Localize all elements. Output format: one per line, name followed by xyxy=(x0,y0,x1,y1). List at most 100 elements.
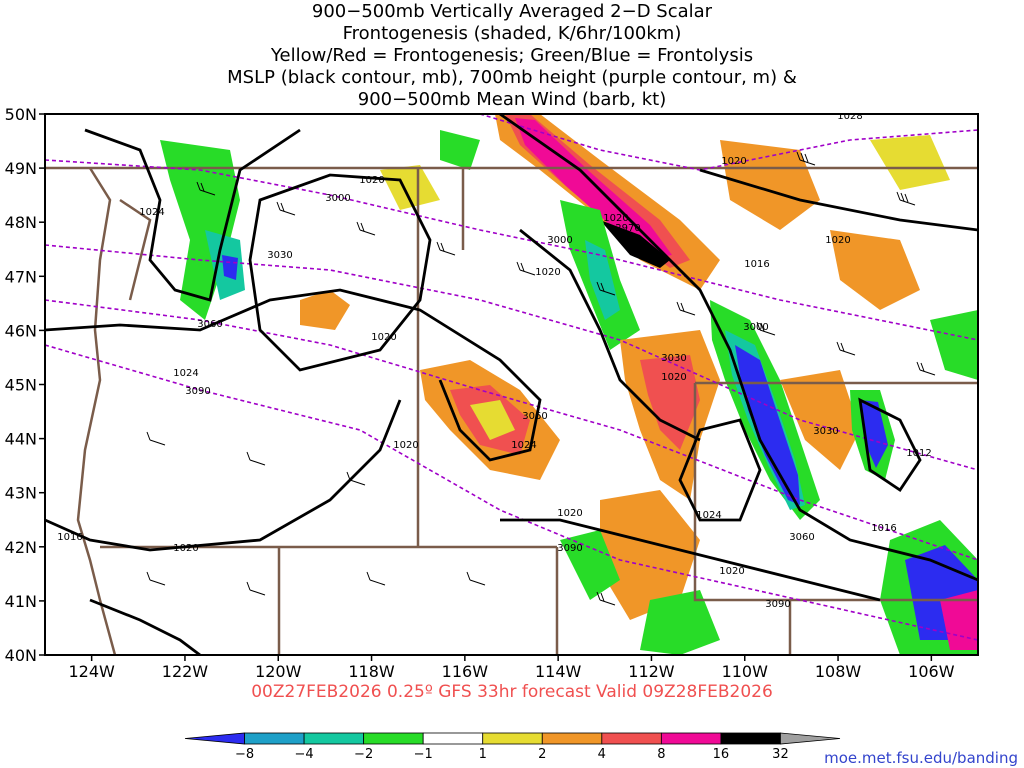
colorbar-label: 1 xyxy=(479,747,487,762)
shade-yellow-1 xyxy=(380,165,440,210)
lon-tick-label: 106W xyxy=(908,662,955,681)
colorbar-label: 32 xyxy=(772,747,789,762)
height-label: 3030 xyxy=(267,250,292,261)
wind-barb xyxy=(916,361,936,376)
colorbar-swatch xyxy=(184,732,245,745)
wind-barb xyxy=(276,201,296,216)
mslp-label: 1016 xyxy=(744,259,769,270)
lat-tick-label: 41N xyxy=(5,592,37,611)
colorbar-label: 2 xyxy=(538,747,546,762)
lon-tick-label: 120W xyxy=(255,662,302,681)
mslp-contour-1 xyxy=(84,128,301,302)
mslp-label: 1020 xyxy=(173,543,198,554)
source-url[interactable]: moe.met.fsu.edu/banding xyxy=(824,749,1018,767)
shade-orange-ne2 xyxy=(830,230,920,310)
height-label: 3090 xyxy=(557,543,582,554)
height-label: 3060 xyxy=(197,319,222,330)
wind-barb xyxy=(516,261,536,276)
shade-blue-e xyxy=(860,400,888,468)
wind-barb xyxy=(146,571,166,586)
shade-green-2 xyxy=(440,130,480,170)
shade-yellow-ne xyxy=(870,135,950,190)
mslp-label: 1024 xyxy=(139,207,164,218)
colorbar-label: 16 xyxy=(713,747,730,762)
lat-tick-label: 49N xyxy=(5,159,37,178)
mslp-contour-1020-s xyxy=(45,399,402,552)
height-label: 3000 xyxy=(325,193,350,204)
lon-tick-label: 108W xyxy=(815,662,862,681)
height-label: 3030 xyxy=(661,353,686,364)
shade-orange-1 xyxy=(300,290,350,330)
height-contour-3030 xyxy=(45,244,978,471)
shade-blue-se xyxy=(735,345,800,505)
height-contour-3000 xyxy=(45,159,978,341)
mslp-contour-1016-sw xyxy=(89,598,201,655)
mslp-label: 1016 xyxy=(871,523,896,534)
height-label: 3030 xyxy=(813,426,838,437)
colorbar-swatch xyxy=(660,732,722,745)
mslp-label: 1020 xyxy=(371,332,396,343)
wind-barb xyxy=(756,321,776,336)
mslp-contour-1024-ne xyxy=(699,168,978,232)
lon-tick-label: 112W xyxy=(628,662,675,681)
mslp-label: 1024 xyxy=(173,368,198,379)
colorbar-label: −2 xyxy=(354,747,373,762)
wind-barb xyxy=(246,451,266,466)
lat-tick-label: 40N xyxy=(5,646,37,665)
wind-barb xyxy=(796,151,816,166)
colorbar-swatch xyxy=(303,732,365,745)
height-label: 3000 xyxy=(743,322,768,333)
shade-teal-band xyxy=(585,240,620,320)
wind-barb xyxy=(366,571,386,586)
wind-barb xyxy=(836,341,856,356)
wind-barb xyxy=(146,431,166,446)
shade-green-s xyxy=(560,530,620,600)
height-label: 2970 xyxy=(615,223,640,234)
wind-barb xyxy=(596,281,616,296)
mslp-label: 1024 xyxy=(696,510,721,521)
title-line-4: MSLP (black contour, mb), 700mb height (… xyxy=(227,67,797,88)
mslp-label: 1020 xyxy=(719,566,744,577)
wind-barb xyxy=(896,191,916,206)
shade-orange-s xyxy=(600,490,700,620)
lon-axis: 124W 122W 120W 118W 116W 114W 112W 110W 108W 106W xyxy=(68,655,955,681)
height-label: 3090 xyxy=(765,599,790,610)
colorbar-swatch xyxy=(422,732,484,745)
lat-tick-label: 43N xyxy=(5,484,37,503)
colorbar-swatch xyxy=(780,732,841,745)
lat-tick-label: 47N xyxy=(5,267,37,286)
title-line-1: 900−500mb Vertically Averaged 2−D Scalar xyxy=(312,1,713,22)
wind-barbs xyxy=(146,151,936,606)
lat-tick-label: 50N xyxy=(5,105,37,124)
height-label: 3060 xyxy=(522,411,547,422)
lat-axis: 50N 49N 48N 47N 46N 45N 44N 43N 42N 41N 40N xyxy=(5,105,45,665)
mslp-label: 1020 xyxy=(603,213,628,224)
lon-tick-label: 124W xyxy=(68,662,115,681)
lon-tick-label: 122W xyxy=(162,662,209,681)
wind-barb xyxy=(466,571,486,586)
colorbar-label: 8 xyxy=(657,747,665,762)
shade-black-core xyxy=(600,220,670,268)
lat-tick-label: 45N xyxy=(5,376,37,395)
colorbar-swatch xyxy=(482,732,543,745)
shade-green-s2 xyxy=(640,590,720,655)
lon-tick-label: 114W xyxy=(535,662,582,681)
mslp-label: 1020 xyxy=(557,508,582,519)
puget-sound xyxy=(119,198,152,301)
mslp-label: 1020 xyxy=(825,235,850,246)
lat-tick-label: 42N xyxy=(5,538,37,557)
mslp-contour-1012 xyxy=(858,397,922,492)
mslp-label: 1028 xyxy=(837,111,862,122)
coastline xyxy=(76,167,117,655)
mslp-contour-1016 xyxy=(499,114,978,582)
plot-area: 1024 1020 1020 1020 1024 1020 1020 1016 … xyxy=(45,111,978,655)
title-line-2: Frontogenesis (shaded, K/6hr/100km) xyxy=(343,23,682,44)
colorbar-label: −8 xyxy=(235,747,254,762)
wind-barb xyxy=(676,301,696,316)
mslp-contour-1020-w xyxy=(248,173,432,372)
wind-barb xyxy=(356,221,376,236)
colorbar-swatch xyxy=(541,732,603,745)
lon-tick-label: 116W xyxy=(442,662,489,681)
height-label: 3000 xyxy=(547,235,572,246)
